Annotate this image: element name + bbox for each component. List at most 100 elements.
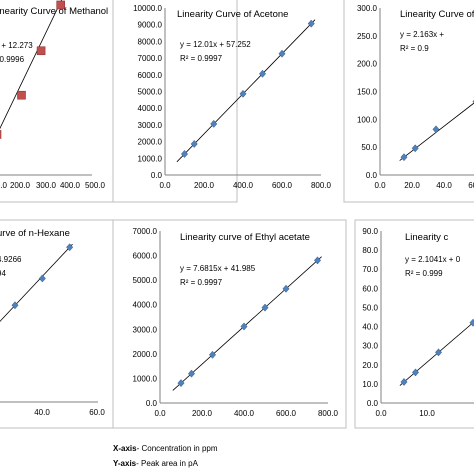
chart-title: Linearity Curve of: [400, 9, 474, 20]
y-tick-label: 8000.0: [138, 37, 163, 46]
data-point: [187, 369, 196, 378]
r-squared-label: R² = 0.9997: [180, 54, 223, 63]
x-tick-label: 0.0: [159, 181, 171, 190]
chart-panel-5: 0.0 1000.0 2000.0 3000.0 4000.0 5000.0 6000.0 7…: [112, 219, 347, 429]
data-point: [180, 150, 189, 158]
chart-frame: [0, 0, 125, 203]
x-tick-label: 500.0: [85, 181, 106, 190]
x-tick-label: 40.0: [436, 181, 452, 190]
y-axis-note: Y-axis- Peak area in pA: [113, 459, 198, 468]
x-tick-label: 400.0: [233, 181, 254, 190]
x-tick-label: 10.0: [419, 409, 435, 418]
x-tick-label: 100.0: [0, 181, 8, 190]
trend-line: [0, 243, 73, 322]
y-tick-label: 0.0: [366, 171, 378, 180]
trendline-equation: y = 2.163x +: [400, 30, 444, 39]
trendline-equation: y = 2.1041x + 0: [405, 255, 461, 264]
trendline-equation: y = 7.6815x + 41.985: [180, 264, 256, 273]
data-point: [0, 130, 2, 139]
r-squared-label: R² = 0.999: [405, 269, 443, 278]
y-tick-label: 5000.0: [138, 88, 163, 97]
y-tick-label: 7000.0: [138, 54, 163, 63]
chart-frame: [0, 219, 125, 429]
y-tick-label: 1000.0: [138, 154, 163, 163]
data-point: [56, 0, 66, 10]
y-tick-label: 1000.0: [133, 374, 158, 383]
chart-panel-2: 0.0 1000.0 2000.0 3000.0 4000.0 5000.0 6000.0 7…: [112, 0, 332, 203]
y-tick-label: 80.0: [362, 246, 378, 255]
x-tick-label: 800.0: [318, 409, 339, 418]
chart-frame: [343, 0, 474, 203]
data-point: [239, 89, 247, 98]
y-tick-label: 6000.0: [133, 252, 158, 261]
y-tick-label: 50.0: [361, 143, 377, 152]
y-tick-label: 5000.0: [133, 276, 158, 285]
y-tick-label: 2000.0: [138, 138, 163, 147]
chart-title: Linearity Curve of Acetone: [177, 9, 288, 20]
chart-title: Linearity curve of Ethyl acetate: [180, 232, 310, 243]
y-tick-label: 60.0: [362, 284, 378, 293]
r-squared-label: R² = 0.9: [400, 44, 429, 53]
data-point: [400, 378, 408, 386]
y-tick-label: 0.0: [151, 171, 163, 180]
data-point: [400, 153, 408, 162]
chart-panel-3: 0.0 50.0 100.0 150.0 200.0 250.0 300.0 0.0 20.0 4…: [343, 0, 474, 203]
x-tick-label: 20.0: [404, 181, 420, 190]
r-squared-label: R² = 0.9997: [180, 278, 223, 287]
x-tick-label: 400.0: [60, 181, 81, 190]
x-tick-label: 200.0: [192, 409, 213, 418]
chart-panel-6: 0.0 10.0 20.0 30.0 40.0 50.0 60.0 70.0 80.0 90.0 0…: [354, 219, 474, 429]
x-tick-label: 200.0: [194, 181, 215, 190]
x-tick-label: 200.0: [10, 181, 31, 190]
data-point: [411, 144, 419, 153]
y-tick-label: 3000.0: [138, 121, 163, 130]
trendline-equation: 4.9266: [0, 255, 22, 264]
x-tick-label: 400.0: [234, 409, 255, 418]
data-point: [313, 256, 322, 265]
y-tick-label: 40.0: [362, 323, 378, 332]
trendline-equation: y = 12.01x + 57.252: [180, 40, 251, 49]
y-tick-label: 10000.0: [133, 4, 162, 13]
data-point: [411, 368, 420, 377]
data-point: [36, 46, 46, 56]
y-tick-label: 2000.0: [133, 350, 158, 359]
y-tick-label: 3000.0: [133, 325, 158, 334]
y-tick-label: 20.0: [362, 361, 378, 370]
y-tick-label: 0.0: [367, 399, 379, 408]
data-point: [282, 284, 290, 293]
data-point: [17, 90, 26, 100]
y-tick-label: 0.0: [146, 399, 158, 408]
trend-line: [399, 102, 474, 161]
chart-title: Linearity c: [405, 232, 449, 243]
y-tick-label: 300.0: [357, 4, 378, 13]
y-tick-label: 200.0: [357, 60, 378, 69]
x-tick-label: 0.0: [374, 181, 386, 190]
chart-panel-4: 40.0 60.0 urve of n-Hexane 4.9266 94: [0, 219, 125, 429]
data-point: [258, 69, 267, 78]
x-axis-note: X-axis- Concentration in ppm: [113, 444, 218, 453]
y-tick-label: 7000.0: [133, 227, 158, 236]
x-tick-label: 40.0: [34, 408, 50, 417]
x-tick-label: 300.0: [36, 181, 57, 190]
data-point: [278, 49, 286, 58]
data-point: [210, 119, 218, 128]
data-point: [261, 303, 269, 312]
data-point: [307, 19, 315, 28]
trend-line: [172, 256, 322, 391]
y-tick-label: 50.0: [362, 303, 378, 312]
chart-frame: [112, 219, 347, 429]
y-tick-label: 9000.0: [138, 21, 163, 30]
data-point: [177, 379, 185, 388]
trendline-equation: y = x + 12.273: [0, 41, 33, 50]
y-tick-label: 4000.0: [138, 104, 163, 113]
data-point: [38, 274, 46, 283]
r-squared-label: R² = 0.9996: [0, 55, 25, 64]
y-tick-label: 4000.0: [133, 301, 158, 310]
y-tick-label: 10.0: [362, 380, 378, 389]
x-tick-label: 0.0: [375, 409, 387, 418]
data-point: [434, 348, 443, 357]
y-tick-label: 100.0: [357, 115, 378, 124]
chart-frame: [112, 0, 238, 203]
